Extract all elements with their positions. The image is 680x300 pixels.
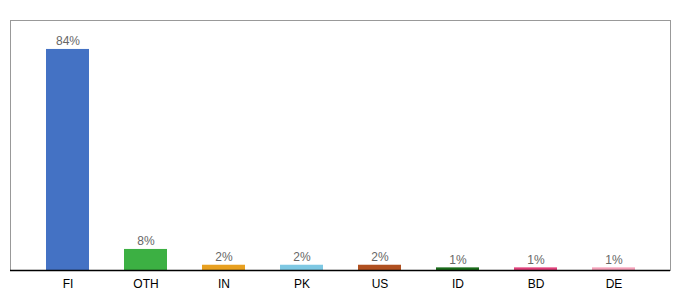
svg-text:1%: 1%	[605, 253, 623, 267]
svg-text:1%: 1%	[527, 253, 545, 267]
svg-text:BD: BD	[528, 277, 545, 291]
svg-text:8%: 8%	[137, 234, 155, 248]
svg-text:2%: 2%	[215, 250, 233, 264]
svg-text:2%: 2%	[371, 250, 389, 264]
svg-text:FI: FI	[63, 277, 74, 291]
svg-text:84%: 84%	[56, 34, 80, 48]
svg-text:IN: IN	[218, 277, 230, 291]
svg-text:OTH: OTH	[133, 277, 158, 291]
svg-text:DE: DE	[606, 277, 623, 291]
svg-text:1%: 1%	[449, 253, 467, 267]
svg-text:US: US	[372, 277, 389, 291]
svg-text:2%: 2%	[293, 250, 311, 264]
svg-text:PK: PK	[294, 277, 310, 291]
svg-text:ID: ID	[452, 277, 464, 291]
